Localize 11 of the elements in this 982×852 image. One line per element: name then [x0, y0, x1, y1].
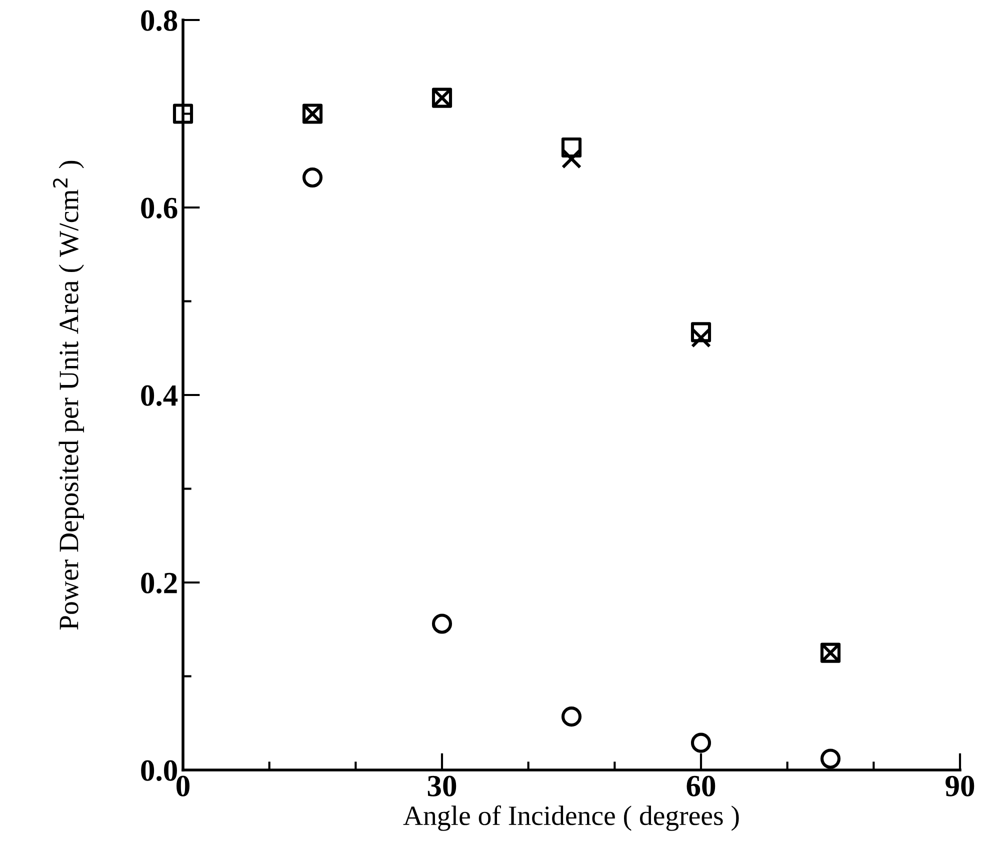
x-tick-label: 90 — [946, 776, 974, 796]
y-tick-label: 0.4 — [141, 385, 178, 406]
x-axis-title: Angle of Incidence ( degrees ) — [403, 805, 739, 831]
x-tick-label: 30 — [428, 776, 456, 796]
y-tick-label: 0.6 — [141, 198, 178, 219]
y-tick-label: 0.0 — [141, 760, 177, 782]
y-tick-label: 0.8 — [141, 10, 178, 32]
y-tick-label: 0.2 — [141, 572, 177, 594]
y-axis-title: Power Deposited per Unit Area ( W/cm$^{2}$ ) — [53, 160, 84, 630]
x-tick-label: 0 — [176, 776, 190, 796]
x-tick-label: 60 — [686, 776, 716, 796]
